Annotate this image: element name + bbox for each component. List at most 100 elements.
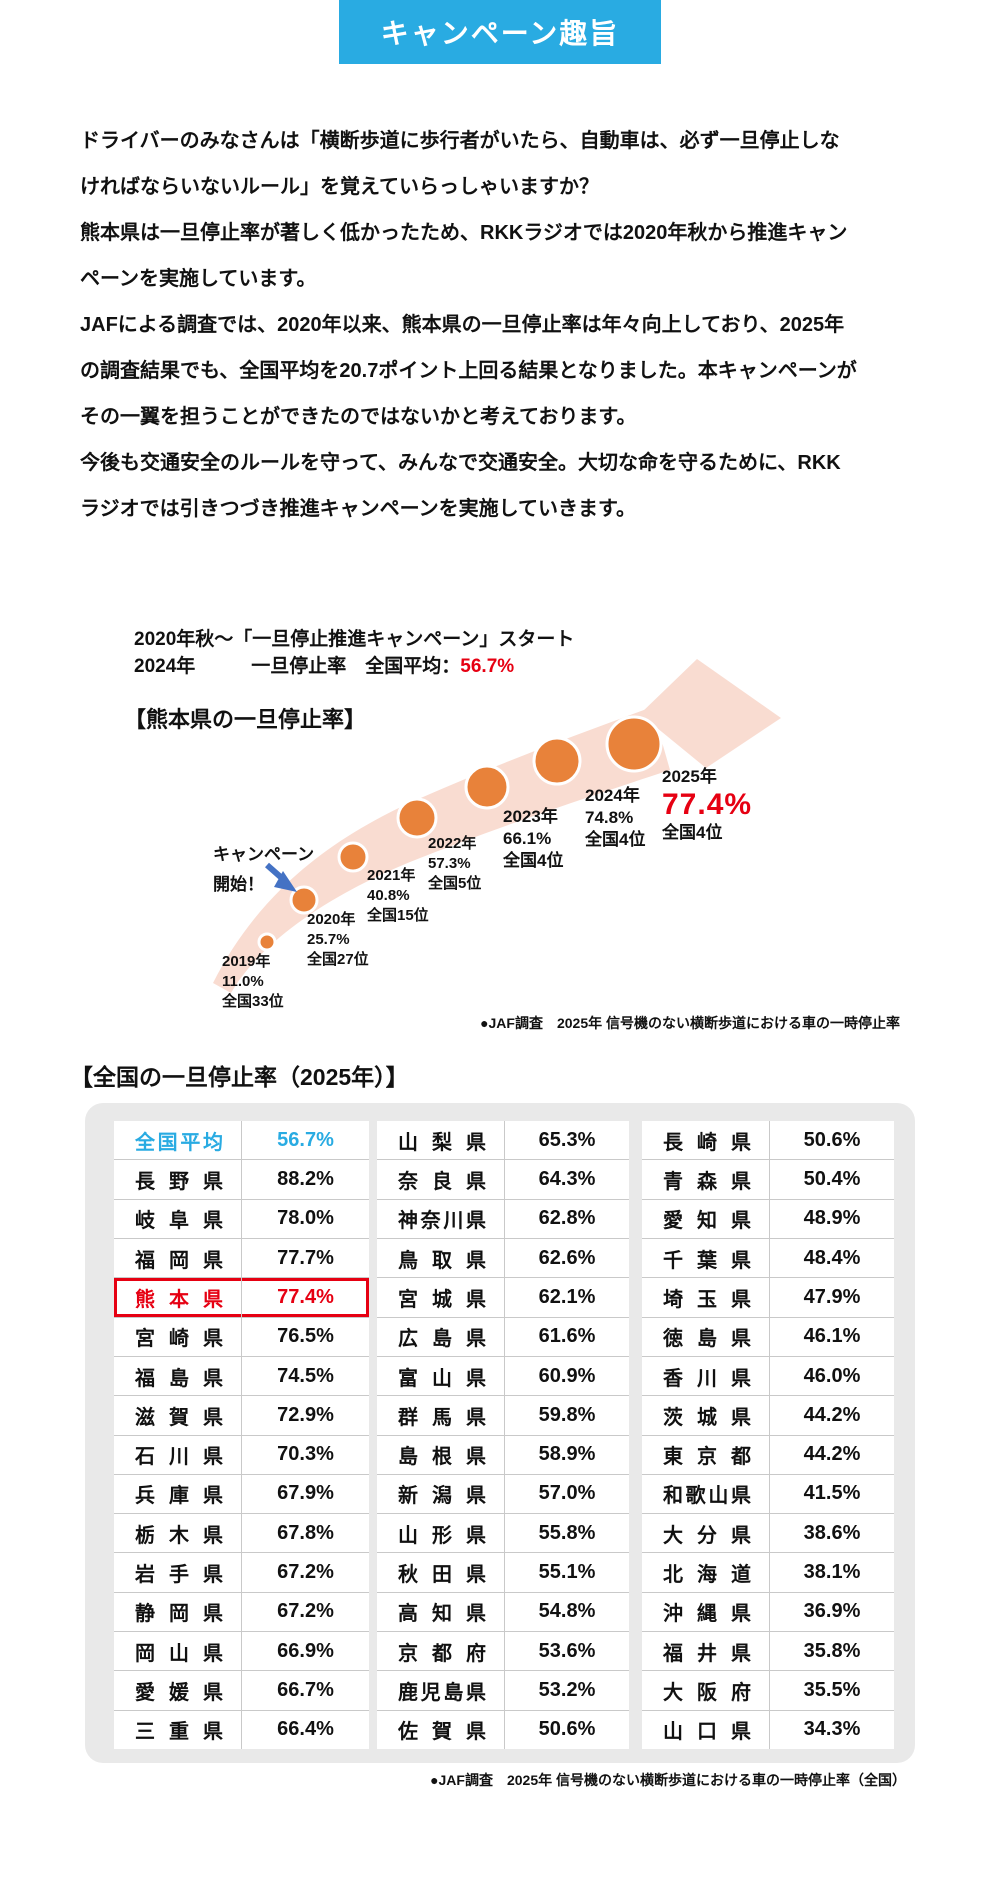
- stop-rate-value: 77.4%: [277, 1285, 334, 1308]
- prefecture-name: 沖縄県: [642, 1592, 770, 1632]
- table-row-山口県: 山口県 34.3%: [642, 1710, 894, 1749]
- table-row-鳥取県: 鳥取県 62.6%: [377, 1238, 629, 1279]
- campaign-start-callout: キャンペーン 開始！: [213, 845, 315, 894]
- stop-rate-value: 67.2%: [277, 1600, 334, 1623]
- table-row-広島県: 広島県 61.6%: [377, 1317, 629, 1357]
- table-row-埼玉県: 埼玉県 47.9%: [642, 1278, 894, 1318]
- table-row-高知県: 高知県 54.8%: [377, 1592, 629, 1633]
- table-row-長野県: 長野県 88.2%: [114, 1160, 369, 1200]
- prefecture-name: 全国平均: [114, 1121, 242, 1160]
- milestone-label-2022: 2022年 57.3% 全国5位: [428, 835, 482, 892]
- prefecture-name: 群馬県: [377, 1396, 505, 1435]
- prefecture-name: 高知県: [377, 1592, 505, 1632]
- prefecture-name: 岡山県: [114, 1632, 242, 1671]
- table-row-福岡県: 福岡県 77.7%: [114, 1238, 369, 1279]
- stop-rate-value: 70.3%: [277, 1443, 334, 1466]
- stop-rate-value: 62.1%: [538, 1285, 596, 1308]
- intro-paragraph-1: ドライバーのみなさんは「横断歩道に歩行者がいたら、自動車は、必ず一旦停止しなけれ…: [80, 130, 840, 198]
- prefecture-name: 新潟県: [377, 1474, 505, 1514]
- table-row-北海道: 北海道 38.1%: [642, 1553, 894, 1593]
- prefecture-name: 大阪府: [642, 1671, 770, 1710]
- kumamoto-stop-rate-chart: 2020年秋～「一旦停止推進キャンペーン」スタート 2024年 一旦停止率 全国平…: [0, 600, 1000, 1060]
- prefecture-name: 岩手県: [114, 1553, 242, 1592]
- prefecture-name: 栃木県: [114, 1514, 242, 1553]
- table-row-大分県: 大分県 38.6%: [642, 1514, 894, 1554]
- table-row-大阪府: 大阪府 35.5%: [642, 1671, 894, 1711]
- stop-rate-value: 76.5%: [277, 1325, 334, 1348]
- milestone-label-2023: 2023年 66.1% 全国4位: [503, 807, 564, 870]
- table-row-栃木県: 栃木県 67.8%: [114, 1514, 369, 1554]
- milestone-dot-2021: [337, 841, 369, 873]
- prefecture-name: 奈良県: [377, 1160, 505, 1199]
- stop-rate-value: 56.7%: [277, 1128, 334, 1151]
- table-row-和歌山県: 和歌山県 41.5%: [642, 1474, 894, 1515]
- prefecture-name: 長野県: [114, 1160, 242, 1199]
- table-row-熊本県: 熊本県 77.4%: [114, 1278, 369, 1318]
- stop-rate-value: 35.5%: [803, 1679, 861, 1702]
- milestone-dot-2019: [257, 932, 277, 952]
- stop-rate-value: 35.8%: [803, 1639, 861, 1662]
- table-row-秋田県: 秋田県 55.1%: [377, 1553, 629, 1593]
- table-row-奈良県: 奈良県 64.3%: [377, 1160, 629, 1200]
- stop-rate-value: 54.8%: [538, 1600, 596, 1623]
- intro-paragraph-3: JAFによる調査では、2020年以来、熊本県の一旦停止率は年々向上しており、20…: [80, 314, 857, 428]
- stop-rate-value: 62.6%: [538, 1246, 596, 1269]
- prefecture-name: 福井県: [642, 1632, 770, 1671]
- table-row-群馬県: 群馬県 59.8%: [377, 1396, 629, 1436]
- table-row-鹿児島県: 鹿児島県 53.2%: [377, 1671, 629, 1711]
- stop-rate-value: 50.6%: [803, 1128, 861, 1151]
- table-row-福井県: 福井県 35.8%: [642, 1632, 894, 1672]
- table-row-石川県: 石川県 70.3%: [114, 1435, 369, 1475]
- table-row-宮崎県: 宮崎県 76.5%: [114, 1317, 369, 1357]
- table-row-東京都: 東京都 44.2%: [642, 1435, 894, 1475]
- prefecture-name: 山口県: [642, 1710, 770, 1749]
- stop-rate-value: 36.9%: [803, 1600, 861, 1623]
- prefecture-name: 徳島県: [642, 1317, 770, 1356]
- stop-rate-value: 59.8%: [538, 1403, 596, 1426]
- milestone-dot-2024: [532, 736, 582, 786]
- milestone-label-2021: 2021年 40.8% 全国15位: [367, 867, 429, 924]
- prefecture-name: 千葉県: [642, 1238, 770, 1278]
- prefecture-name: 神奈川県: [377, 1199, 505, 1238]
- prefecture-name: 茨城県: [642, 1396, 770, 1435]
- table-row-山梨県: 山梨県 65.3%: [377, 1121, 629, 1161]
- table-row-山形県: 山形県 55.8%: [377, 1514, 629, 1554]
- chart-note: 2020年秋～「一旦停止推進キャンペーン」スタート 2024年 一旦停止率 全国平…: [134, 626, 574, 680]
- prefecture-table: 全国平均 56.7% 長野県 88.2% 岐阜県 78.0% 福岡県 77.7% 熊本県 77.4…: [85, 1103, 915, 1763]
- milestone-label-2024: 2024年 74.8% 全国4位: [585, 786, 646, 849]
- chart-note-line1: 2020年秋～「一旦停止推進キャンペーン」スタート: [134, 629, 575, 650]
- milestone-label-2025: 2025年 77.4% 全国4位: [662, 767, 753, 842]
- table-row-千葉県: 千葉県 48.4%: [642, 1238, 894, 1279]
- prefecture-name: 大分県: [642, 1514, 770, 1553]
- table-row-新潟県: 新潟県 57.0%: [377, 1474, 629, 1515]
- table-row-徳島県: 徳島県 46.1%: [642, 1317, 894, 1357]
- table-row-長崎県: 長崎県 50.6%: [642, 1121, 894, 1161]
- milestone-dot-2022: [396, 797, 438, 839]
- prefecture-name: 長崎県: [642, 1121, 770, 1160]
- table-row-岩手県: 岩手県 67.2%: [114, 1553, 369, 1593]
- stop-rate-value: 78.0%: [277, 1207, 334, 1230]
- stop-rate-value: 72.9%: [277, 1403, 334, 1426]
- table-row-福島県: 福島県 74.5%: [114, 1356, 369, 1397]
- stop-rate-value: 67.2%: [277, 1561, 334, 1584]
- table-row-青森県: 青森県 50.4%: [642, 1160, 894, 1200]
- national-average-value: 56.7%: [460, 656, 515, 677]
- table-row-三重県: 三重県 66.4%: [114, 1710, 369, 1749]
- table-column-2: 山梨県 65.3% 奈良県 64.3% 神奈川県 62.8% 鳥取県 62.6% 宮城県 62.1…: [377, 1121, 629, 1749]
- stop-rate-value: 60.9%: [538, 1364, 596, 1387]
- table-row-茨城県: 茨城県 44.2%: [642, 1396, 894, 1436]
- prefecture-name: 島根県: [377, 1435, 505, 1474]
- prefecture-name: 鳥取県: [377, 1238, 505, 1278]
- stop-rate-value: 47.9%: [803, 1285, 861, 1308]
- prefecture-name: 愛知県: [642, 1199, 770, 1238]
- prefecture-name: 三重県: [114, 1710, 242, 1749]
- prefecture-name: 愛媛県: [114, 1671, 242, 1710]
- stop-rate-value: 34.3%: [803, 1718, 861, 1741]
- stop-rate-value: 38.6%: [803, 1521, 861, 1544]
- stop-rate-value: 61.6%: [538, 1325, 596, 1348]
- table-row-兵庫県: 兵庫県 67.9%: [114, 1474, 369, 1515]
- prefecture-name: 広島県: [377, 1317, 505, 1356]
- stop-rate-value: 66.7%: [277, 1679, 334, 1702]
- table-title: 【全国の一旦停止率（2025年）】: [70, 1064, 409, 1090]
- stop-rate-value: 46.1%: [803, 1325, 861, 1348]
